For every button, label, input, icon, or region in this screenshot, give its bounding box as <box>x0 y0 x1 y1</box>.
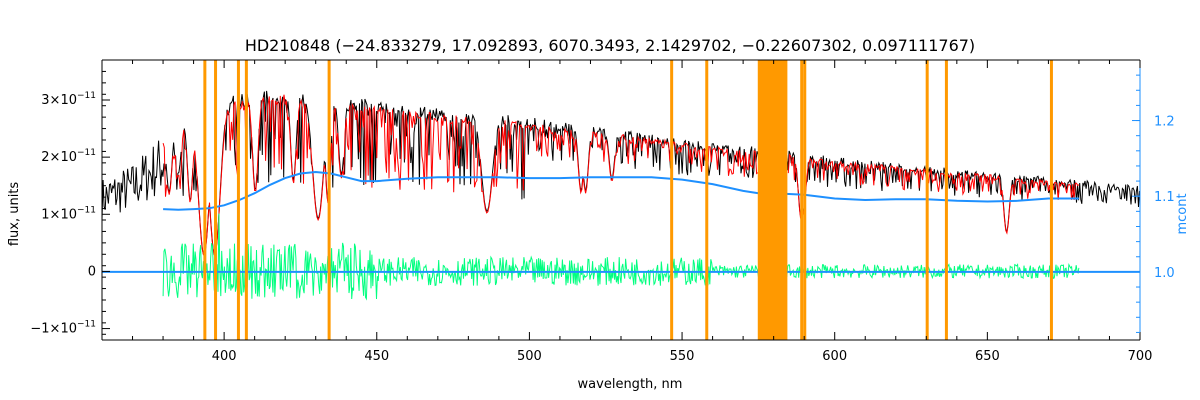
model-spectrum <box>162 94 1080 256</box>
mask-band <box>203 60 207 340</box>
mask-band <box>757 60 788 340</box>
mask-band <box>236 60 240 340</box>
mask-band <box>1049 60 1053 340</box>
mask-band <box>800 60 804 340</box>
y2-tick-label: 1.0 <box>1154 266 1175 281</box>
y-tick-label: 3×10−11 <box>41 91 96 108</box>
residuals-spectrum <box>162 213 1080 301</box>
mask-band <box>670 60 674 340</box>
mask-band <box>214 60 218 340</box>
x-tick-label: 600 <box>822 349 847 364</box>
x-tick-label: 400 <box>212 349 237 364</box>
y-tick-label: −1×10−11 <box>30 320 96 337</box>
x-tick-label: 650 <box>975 349 1000 364</box>
axes: 400 450 500 550 600 650 700 −1×10−11 0 1×10−11 2×1… <box>30 59 1175 364</box>
mask-band <box>803 60 807 340</box>
mask-band <box>327 60 331 340</box>
y-axis-label: flux, units <box>7 182 22 247</box>
y-tick-label: 2×10−11 <box>41 148 96 165</box>
mask-band <box>925 60 929 340</box>
continuum-curve <box>163 170 1079 211</box>
x-tick-label: 500 <box>517 349 542 364</box>
y2-tick-label: 1.1 <box>1154 190 1175 205</box>
x-tick-label: 550 <box>670 349 695 364</box>
x-tick-label: 700 <box>1128 349 1153 364</box>
mask-band <box>244 60 248 340</box>
y2-tick-label: 1.2 <box>1154 115 1175 130</box>
chart-title: HD210848 (−24.833279, 17.092893, 6070.34… <box>245 36 975 55</box>
y-tick-label: 1×10−11 <box>41 205 96 222</box>
mask-band <box>705 60 709 340</box>
y-tick-label: 0 <box>88 264 96 279</box>
x-axis-label: wavelength, nm <box>578 377 683 392</box>
mask-band <box>944 60 948 340</box>
plot-area <box>102 60 1140 340</box>
y2-axis-label: mcont <box>1175 193 1190 234</box>
x-tick-label: 450 <box>364 349 389 364</box>
